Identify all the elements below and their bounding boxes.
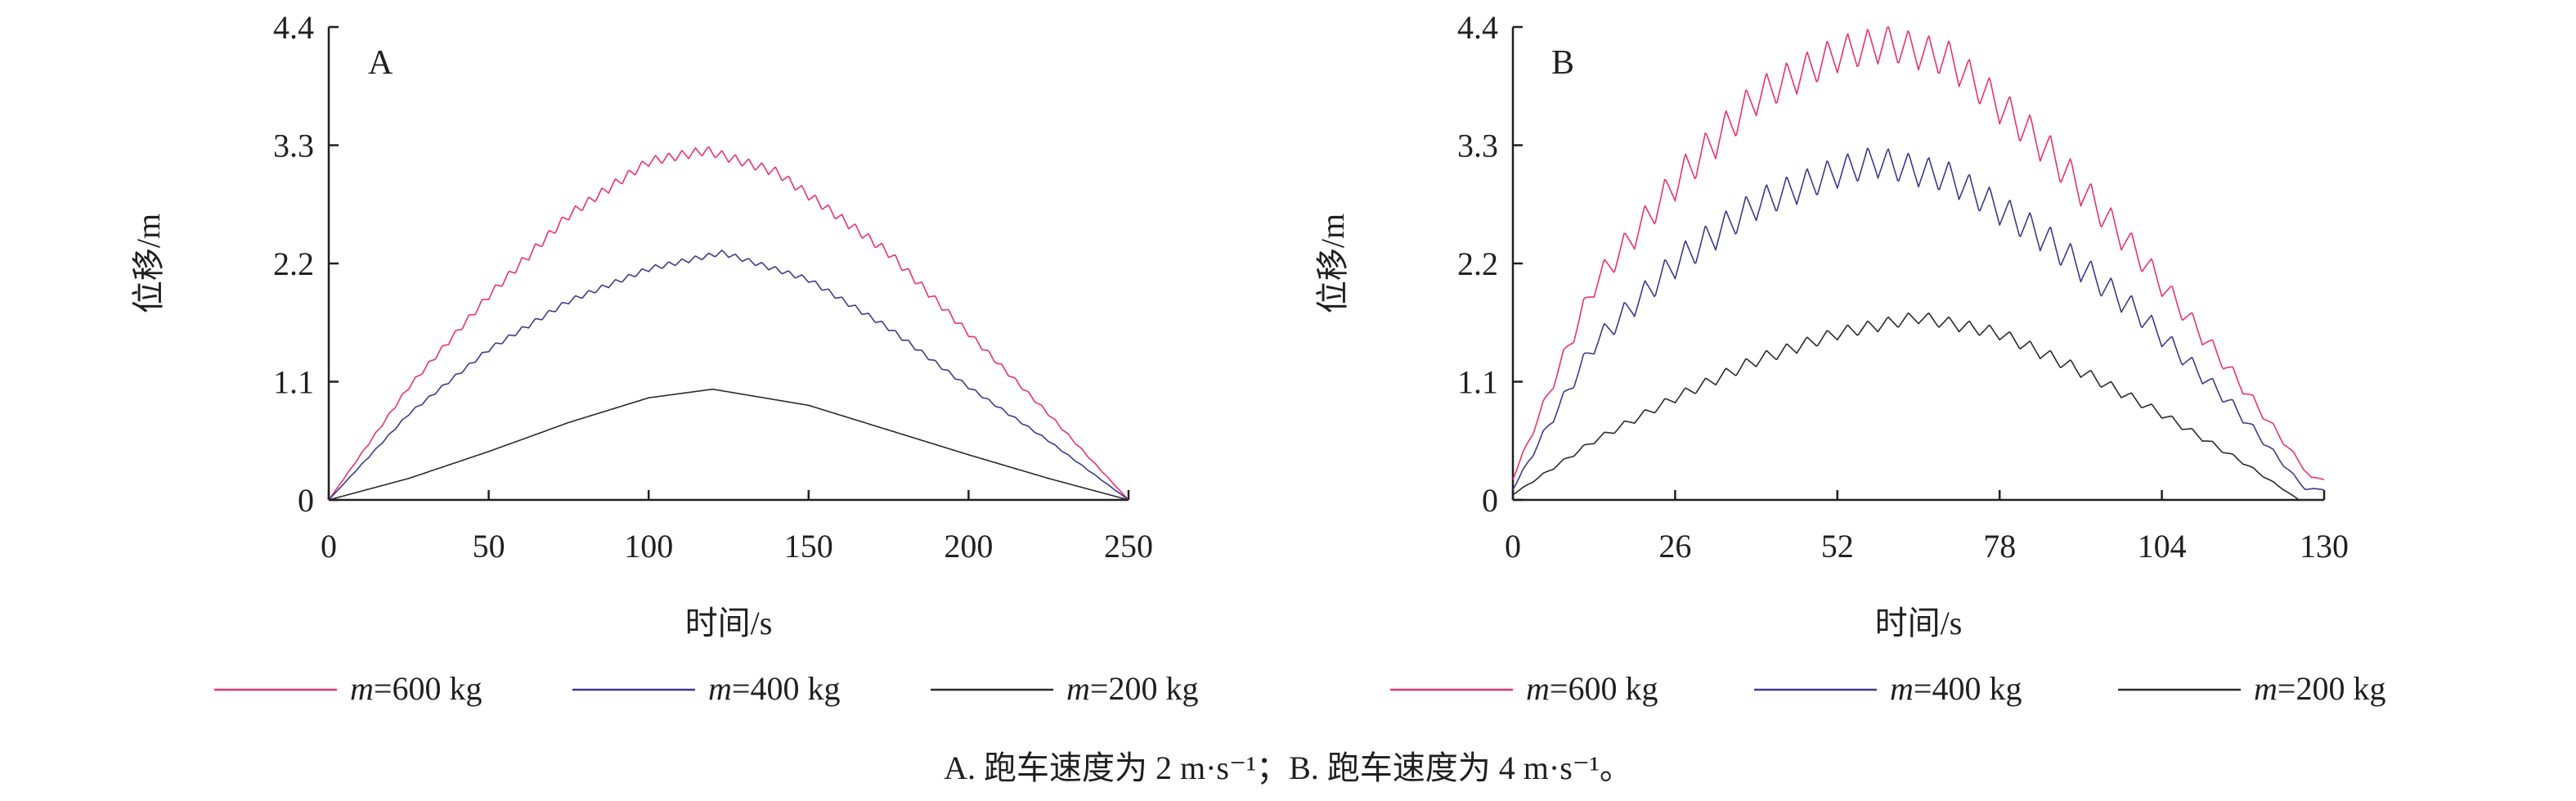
x-axis-title: 时间/s	[685, 605, 773, 641]
y-tick-label: 2.2	[1457, 245, 1498, 282]
x-tick-label: 250	[1104, 528, 1153, 565]
y-tick-label: 1.1	[273, 364, 314, 401]
y-tick-label: 1.1	[1457, 364, 1498, 401]
x-tick-label: 0	[1505, 528, 1521, 565]
y-tick-label: 3.3	[1457, 128, 1498, 164]
series-line-2	[328, 388, 1129, 501]
series-line-0	[328, 146, 1129, 501]
figure-caption: A. 跑车速度为 2 m·s⁻¹；B. 跑车速度为 4 m·s⁻¹。	[944, 749, 1632, 786]
panel-letter: A	[368, 44, 393, 82]
series-line-1	[1512, 147, 2325, 491]
panel-letter: B	[1551, 44, 1574, 82]
x-tick-label: 78	[1983, 528, 2016, 565]
x-tick-label: 200	[944, 528, 993, 565]
y-tick-label: 4.4	[1457, 9, 1498, 46]
y-axis-title: 位移/m	[1314, 214, 1351, 313]
legend-label: m=600 kg	[1526, 670, 1658, 707]
x-tick-label: 100	[624, 528, 673, 565]
legend-label: m=200 kg	[1066, 670, 1198, 707]
legend-label: m=400 kg	[1890, 670, 2022, 707]
y-tick-label: 0	[298, 482, 314, 519]
x-tick-label: 26	[1658, 528, 1691, 565]
legend-label: m=600 kg	[350, 670, 482, 707]
x-tick-label: 52	[1821, 528, 1854, 565]
y-tick-label: 3.3	[273, 128, 314, 164]
series-line-0	[1512, 26, 2325, 480]
legend-label: m=200 kg	[2254, 670, 2385, 707]
legend-label: m=400 kg	[708, 670, 840, 707]
x-axis-title: 时间/s	[1875, 605, 1963, 641]
y-axis-title: 位移/m	[130, 214, 167, 313]
series-line-2	[1512, 313, 2324, 501]
x-tick-label: 130	[2300, 528, 2349, 565]
y-tick-label: 2.2	[273, 245, 314, 282]
x-tick-label: 150	[784, 528, 833, 565]
y-tick-label: 4.4	[273, 9, 314, 46]
chart-b: 0 1.1 2.2 3.3 4.4 0 26 52 78 104 130 B 时间/s 位移/m	[1314, 9, 2349, 641]
legends: m=600 kg m=400 kg m=200 kg m=600 kg m=400 kg…	[214, 670, 2385, 707]
y-tick-label: 0	[1482, 482, 1498, 519]
series-line-1	[328, 250, 1129, 501]
x-tick-label: 50	[473, 528, 505, 565]
chart-a: 0 1.1 2.2 3.3 4.4 0 50 100 150 200 250 A 时间/s 位移/m	[130, 9, 1153, 641]
x-tick-label: 104	[2138, 528, 2187, 565]
x-tick-label: 0	[321, 528, 337, 565]
